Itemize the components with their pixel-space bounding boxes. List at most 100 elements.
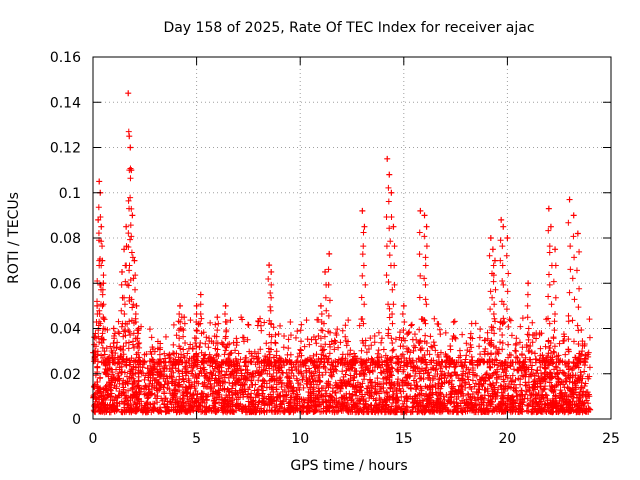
data-point [522, 382, 529, 389]
data-point [491, 301, 498, 308]
data-point [451, 318, 458, 325]
data-point [551, 366, 558, 373]
data-point [360, 243, 367, 250]
data-point [171, 379, 178, 386]
data-point [315, 387, 322, 394]
data-point [547, 374, 554, 381]
data-point [527, 371, 534, 378]
data-point [94, 385, 101, 392]
data-point [366, 392, 373, 399]
data-point [500, 281, 507, 288]
data-point [212, 321, 219, 328]
data-point [527, 342, 534, 349]
data-point [273, 375, 280, 382]
data-point [501, 359, 508, 366]
data-point [118, 323, 125, 330]
data-point [339, 357, 346, 364]
data-point [130, 338, 137, 345]
data-point [407, 384, 414, 391]
data-point [325, 355, 332, 362]
data-point [470, 367, 477, 374]
data-point [358, 316, 365, 323]
data-point [139, 364, 146, 371]
data-point [542, 391, 549, 398]
data-point [562, 398, 569, 405]
y-tick-label: 0.02 [50, 367, 81, 383]
data-point [400, 379, 407, 386]
data-point [198, 349, 205, 356]
data-point [494, 402, 501, 409]
data-point [219, 359, 226, 366]
data-point [374, 375, 381, 382]
data-point [235, 376, 242, 383]
data-point [214, 379, 221, 386]
data-point [114, 339, 121, 346]
data-point [389, 286, 396, 293]
data-point [577, 397, 584, 404]
data-point [366, 369, 373, 376]
data-point [359, 251, 366, 258]
data-point [141, 407, 148, 414]
data-point [411, 331, 418, 338]
data-point [517, 376, 524, 383]
data-point [223, 327, 230, 334]
data-point [176, 373, 183, 380]
data-point [543, 409, 550, 416]
data-point [551, 327, 558, 334]
data-point [306, 341, 313, 348]
data-point [490, 278, 497, 285]
data-point [478, 396, 485, 403]
data-point-peak [133, 302, 140, 309]
data-point [285, 400, 292, 407]
data-point [185, 345, 192, 352]
data-point [418, 385, 425, 392]
data-point [558, 395, 565, 402]
data-point [154, 372, 161, 379]
data-point [447, 391, 454, 398]
data-point [194, 327, 201, 334]
data-point-peak [193, 302, 200, 309]
data-point [273, 362, 280, 369]
data-point-peak [129, 212, 136, 219]
data-point [243, 354, 250, 361]
data-point [229, 392, 236, 399]
data-point [543, 354, 550, 361]
data-point [234, 359, 241, 366]
data-point [501, 388, 508, 395]
data-point [208, 355, 215, 362]
data-point [173, 393, 180, 400]
data-point [284, 373, 291, 380]
data-point [176, 310, 183, 317]
data-point [413, 386, 420, 393]
data-point [290, 387, 297, 394]
data-point [441, 404, 448, 411]
data-point [434, 395, 441, 402]
data-point [286, 381, 293, 388]
data-point [383, 243, 390, 250]
data-point [586, 316, 593, 323]
data-point [226, 403, 233, 410]
data-point [97, 320, 104, 327]
data-point [150, 365, 157, 372]
data-point [125, 387, 132, 394]
data-point [555, 378, 562, 385]
data-point [462, 384, 469, 391]
data-point [361, 408, 368, 415]
data-point [344, 407, 351, 414]
data-point [107, 343, 114, 350]
data-point [125, 230, 132, 237]
data-point [172, 407, 179, 414]
data-point [508, 332, 515, 339]
data-point [577, 359, 584, 366]
data-point [375, 347, 382, 354]
data-point [465, 376, 472, 383]
data-point [385, 301, 392, 308]
data-point [350, 374, 357, 381]
data-point [178, 406, 185, 413]
data-point [479, 383, 486, 390]
data-point [466, 381, 473, 388]
data-point [310, 398, 317, 405]
data-point-peak [214, 314, 221, 321]
data-point [173, 332, 180, 339]
data-point [153, 395, 160, 402]
